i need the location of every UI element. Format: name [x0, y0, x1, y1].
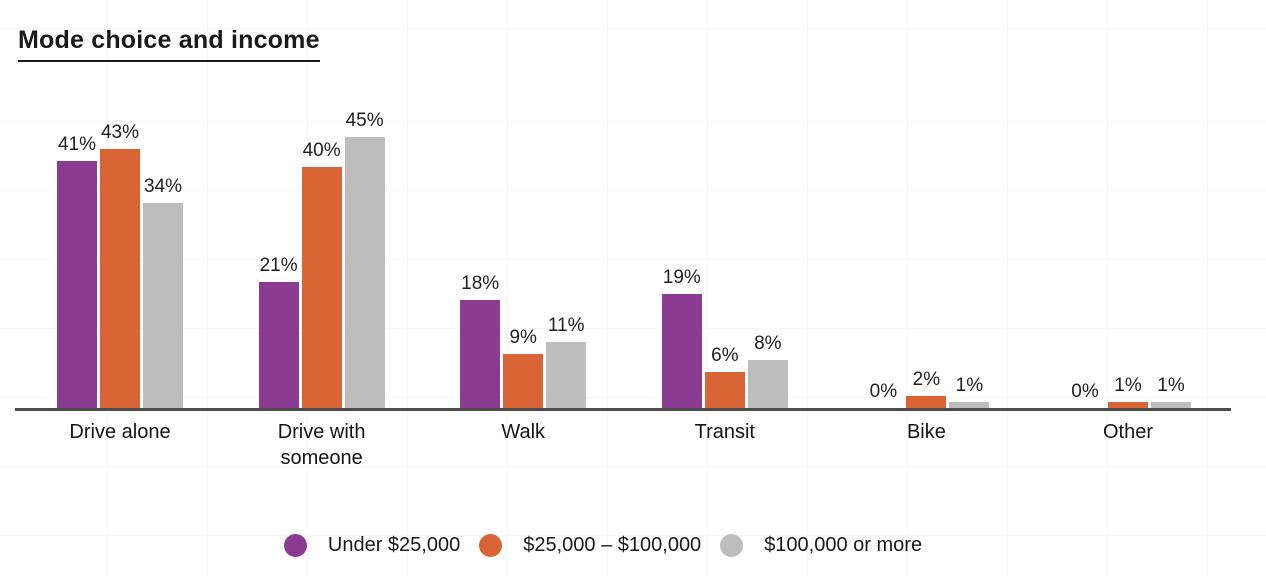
- value-label-bike-series-1: 2%: [912, 368, 941, 390]
- legend-label: Under $25,000: [327, 534, 461, 556]
- bar-group-drive-alone: 41% 43% 34%: [57, 0, 183, 408]
- bar-group-other: 0% 1% 1%: [1065, 0, 1191, 408]
- bar-transit-series-2: [747, 359, 788, 408]
- bar-group-transit: 19% 6% 8%: [661, 0, 788, 408]
- legend-marker-icon: [283, 534, 307, 557]
- value-label-drive-with-someone-series-1: 40%: [302, 140, 341, 162]
- x-axis-line: [15, 408, 1231, 411]
- plot-area: 0% 1% 1% 0% 2% 1% 19% 6% 8% 18% 9% 11% 21% 40% 45% 41% 4…: [15, 0, 1231, 411]
- value-label-other-series-1: 1%: [1114, 374, 1142, 396]
- bar-other-series-1: [1108, 401, 1148, 408]
- value-label-walk-series-1: 9%: [509, 326, 537, 348]
- bar-drive-with-someone-series-1: [301, 167, 342, 408]
- bar-transit-series-1: [704, 371, 745, 408]
- value-label-drive-with-someone-series-2: 45%: [345, 110, 384, 132]
- value-label-drive-alone-series-0: 41%: [57, 134, 97, 156]
- bar-transit-series-0: [661, 293, 702, 408]
- bar-walk-series-0: [460, 299, 501, 408]
- bar-group-drive-with-someone: 21% 40% 45%: [258, 0, 385, 408]
- value-label-drive-alone-series-1: 43%: [100, 122, 140, 144]
- value-label-transit-series-1: 6%: [711, 344, 739, 366]
- chart-title: Mode choice and income: [18, 26, 320, 62]
- category-label-drive-with-someone: Drive with someone: [277, 421, 366, 469]
- value-label-drive-alone-series-2: 34%: [143, 176, 183, 198]
- value-label-bike-series-0: 0%: [869, 381, 898, 402]
- legend-label: $100,000 or more: [764, 534, 923, 556]
- legend-marker-icon: [720, 534, 744, 557]
- bar-drive-alone-series-1: [100, 149, 140, 408]
- bar-drive-with-someone-series-2: [344, 137, 385, 408]
- bar-drive-alone-series-2: [143, 203, 183, 408]
- bar-group-bike: 0% 2% 1%: [863, 0, 990, 408]
- legend: Under $25,000 $25,000 – $100,000 $100,000 …: [0, 534, 1236, 557]
- bar-other-series-2: [1151, 401, 1191, 408]
- legend-item-1: $25,000 – $100,000: [479, 534, 701, 557]
- value-label-walk-series-0: 18%: [461, 272, 500, 294]
- value-label-bike-series-2: 1%: [955, 374, 984, 396]
- category-label-other: Other: [1102, 421, 1154, 443]
- category-label-bike: Bike: [906, 421, 946, 443]
- bar-drive-with-someone-series-0: [258, 281, 299, 408]
- value-label-drive-with-someone-series-0: 21%: [259, 254, 298, 276]
- category-label-drive-alone: Drive alone: [69, 421, 171, 443]
- legend-marker-icon: [479, 534, 503, 557]
- legend-label: $25,000 – $100,000: [523, 534, 702, 556]
- category-label-walk: Walk: [501, 421, 546, 443]
- value-label-other-series-0: 0%: [1071, 381, 1099, 402]
- bar-bike-series-2: [949, 401, 990, 408]
- bar-drive-alone-series-0: [57, 161, 97, 408]
- bar-bike-series-1: [906, 395, 947, 408]
- category-label-transit: Transit: [694, 421, 755, 443]
- legend-item-0: Under $25,000: [283, 534, 461, 557]
- bar-group-walk: 18% 9% 11%: [460, 0, 587, 408]
- value-label-other-series-2: 1%: [1157, 374, 1185, 396]
- value-label-walk-series-2: 11%: [547, 314, 585, 336]
- legend-item-2: $100,000 or more: [720, 534, 922, 557]
- value-label-transit-series-0: 19%: [662, 266, 701, 288]
- bar-walk-series-1: [503, 353, 544, 408]
- bar-walk-series-2: [546, 341, 587, 408]
- value-label-transit-series-2: 8%: [754, 332, 782, 354]
